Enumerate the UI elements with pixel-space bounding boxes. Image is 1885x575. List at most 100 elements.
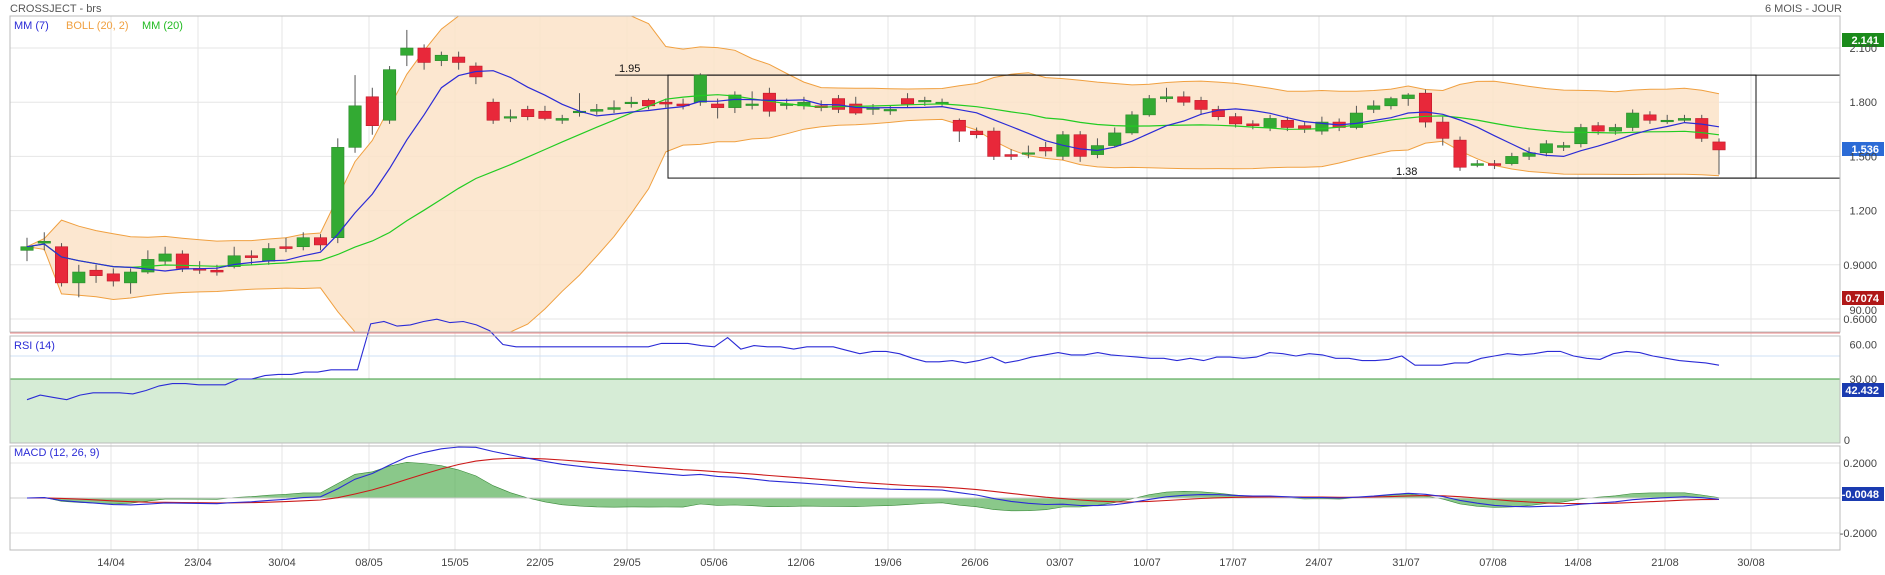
legend-mm20: MM (20) bbox=[142, 20, 183, 32]
candle-body bbox=[970, 130, 984, 136]
candle-body bbox=[555, 118, 569, 121]
candle-body bbox=[210, 269, 224, 273]
candle-body bbox=[72, 271, 86, 284]
candle-body bbox=[383, 69, 397, 121]
panel-border bbox=[9, 335, 1841, 444]
x-tick-label: 30/08 bbox=[1737, 557, 1765, 569]
candle-body bbox=[1073, 134, 1087, 157]
candle-body bbox=[1263, 118, 1277, 128]
candle-body bbox=[1229, 116, 1243, 125]
period-label: 6 MOIS - JOUR bbox=[1765, 3, 1842, 15]
rsi-badge-value: 42.432 bbox=[1845, 385, 1879, 397]
candle-body bbox=[37, 241, 51, 244]
candle-body bbox=[607, 107, 621, 110]
candle-body bbox=[1488, 163, 1502, 166]
mm7-line bbox=[26, 70, 1720, 272]
y-tick-label: 90.00 bbox=[1849, 305, 1877, 317]
rsi-line bbox=[26, 318, 1720, 401]
x-tick-label: 22/05 bbox=[526, 557, 554, 569]
candle-body bbox=[987, 130, 1001, 157]
candle-body bbox=[1125, 114, 1139, 134]
candle-body bbox=[590, 109, 604, 112]
high-badge bbox=[1842, 33, 1884, 47]
y-tick-label: 0.6000 bbox=[1843, 314, 1877, 326]
high-badge-value: 2.141 bbox=[1851, 35, 1879, 47]
bollinger-fill bbox=[27, 16, 1719, 332]
candle-body bbox=[1039, 147, 1053, 152]
candle-body bbox=[331, 147, 345, 239]
candle-body bbox=[1505, 156, 1519, 164]
candle-body bbox=[313, 237, 328, 246]
y-tick-label: 0.2000 bbox=[1843, 458, 1877, 470]
y-tick-label: 0.9000 bbox=[1843, 260, 1877, 272]
candle-body bbox=[20, 246, 34, 251]
x-tick-label: 30/04 bbox=[268, 557, 296, 569]
candle-body bbox=[693, 74, 707, 103]
candle-body bbox=[521, 109, 535, 117]
candle-body bbox=[486, 101, 500, 121]
x-tick-label: 15/05 bbox=[441, 557, 469, 569]
candle-body bbox=[1712, 141, 1726, 151]
moving-averages bbox=[26, 70, 1720, 272]
low-badge-value: 0.7074 bbox=[1845, 293, 1880, 305]
candle-body bbox=[1574, 127, 1588, 145]
candle-body bbox=[1453, 139, 1467, 168]
candle-body bbox=[296, 237, 310, 248]
candle-body bbox=[1677, 118, 1691, 121]
macd-title: MACD (12, 26, 9) bbox=[14, 447, 100, 459]
candle-body bbox=[831, 98, 845, 110]
candle-body bbox=[1660, 119, 1674, 123]
candle-body bbox=[1418, 92, 1433, 123]
bollinger-upper bbox=[26, 15, 1720, 248]
candle-body bbox=[124, 271, 138, 284]
candle-body bbox=[745, 103, 759, 106]
rsi-badge bbox=[1842, 383, 1884, 397]
candle-body bbox=[1108, 132, 1122, 146]
x-axis-labels: 14/04 23/04 30/04 08/05 15/05 22/05 29/05 05/06… bbox=[97, 557, 1765, 569]
x-tick-label: 29/05 bbox=[613, 557, 641, 569]
candle-body bbox=[262, 248, 276, 262]
bollinger-band bbox=[26, 15, 1720, 333]
candle-body bbox=[158, 253, 172, 262]
macd-badge bbox=[1842, 487, 1884, 501]
x-tick-label: 24/07 bbox=[1305, 557, 1333, 569]
candle-body bbox=[1280, 119, 1294, 128]
macd-histogram bbox=[26, 461, 1720, 512]
candle-body bbox=[348, 105, 362, 148]
candle-body bbox=[1539, 143, 1553, 154]
last-price-badge bbox=[1842, 142, 1884, 156]
x-tick-label: 03/07 bbox=[1046, 557, 1074, 569]
y-tick-label: -0.2000 bbox=[1840, 528, 1877, 540]
candle-body bbox=[538, 110, 552, 119]
y-tick-label: 2.100 bbox=[1849, 43, 1877, 55]
range-rectangle bbox=[667, 74, 1757, 179]
y-tick-label: 30.00 bbox=[1849, 374, 1877, 386]
candle-body bbox=[1557, 145, 1571, 148]
rsi-panel bbox=[10, 318, 1840, 443]
candle-body bbox=[728, 94, 742, 108]
candle-body bbox=[1004, 154, 1018, 157]
candle-body bbox=[1608, 127, 1622, 132]
candle-body bbox=[901, 98, 915, 105]
candle-body bbox=[883, 109, 897, 112]
x-tick-label: 12/06 bbox=[787, 557, 815, 569]
macd-line bbox=[26, 446, 1720, 508]
candle-body bbox=[244, 255, 258, 258]
x-tick-label: 26/06 bbox=[961, 557, 989, 569]
y-tick-label: 0 bbox=[1844, 435, 1850, 447]
x-tick-label: 10/07 bbox=[1133, 557, 1161, 569]
y-tick-label: 1.800 bbox=[1849, 97, 1877, 109]
x-tick-label: 31/07 bbox=[1392, 557, 1420, 569]
panel-border bbox=[9, 15, 1841, 333]
candle-body bbox=[227, 255, 241, 267]
panel-border bbox=[9, 445, 1841, 551]
candle-body bbox=[89, 269, 103, 276]
candle-body bbox=[849, 103, 863, 114]
x-tick-label: 21/08 bbox=[1651, 557, 1679, 569]
legend-boll: BOLL (20, 2) bbox=[66, 20, 129, 32]
bollinger-lower bbox=[26, 118, 1720, 333]
chart-title: CROSSJECT - brs bbox=[10, 3, 102, 15]
low-badge bbox=[1842, 291, 1884, 305]
